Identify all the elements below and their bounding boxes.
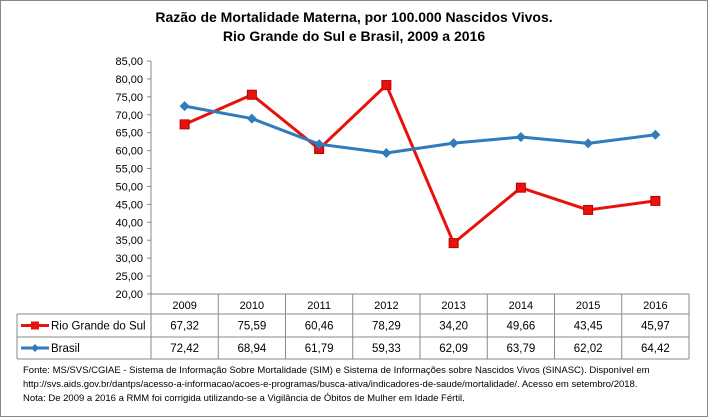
chart-subtitle: Rio Grande do Sul e Brasil, 2009 a 2016 (222, 28, 486, 44)
data-label: 61,79 (305, 343, 334, 355)
data-label: 59,33 (372, 343, 401, 355)
legend-key-square (31, 321, 39, 330)
data-label: 49,66 (506, 321, 535, 333)
chart-title: Razão de Mortalidade Materna, por 100.00… (155, 9, 553, 25)
series-line-1 (184, 104, 656, 155)
data-label: 60,46 (305, 321, 334, 333)
data-point-diamond (246, 113, 257, 124)
data-label: 64,42 (641, 343, 670, 355)
y-tick-label: 35,00 (115, 235, 143, 247)
legend-label: Rio Grande do Sul (51, 321, 146, 333)
y-tick-label: 85,00 (115, 56, 143, 68)
y-tick-label: 80,00 (115, 74, 143, 86)
x-tick-label: 2012 (374, 300, 398, 312)
data-point-square (179, 119, 190, 130)
y-tick-label: 55,00 (115, 164, 143, 176)
y-tick-label: 70,00 (115, 110, 143, 122)
data-label: 62,09 (439, 343, 468, 355)
data-label: 43,45 (574, 321, 603, 333)
y-tick-label: 75,00 (115, 92, 143, 104)
y-tick-label: 40,00 (115, 217, 143, 229)
x-tick-label: 2015 (576, 300, 600, 312)
data-point-square (246, 89, 257, 100)
data-point-square (448, 238, 459, 249)
data-point-diamond (314, 139, 325, 150)
y-tick-label: 60,00 (115, 146, 143, 158)
y-tick-label: 50,00 (115, 181, 143, 193)
y-tick-label: 30,00 (115, 253, 143, 265)
data-point-square (650, 195, 661, 206)
x-tick-label: 2013 (441, 300, 465, 312)
y-tick-label: 25,00 (115, 271, 143, 283)
data-label: 78,29 (372, 321, 401, 333)
data-label: 72,42 (170, 343, 199, 355)
y-tick-label: 20,00 (115, 289, 143, 301)
data-point-square (583, 204, 594, 215)
data-label: 67,32 (170, 321, 199, 333)
data-label: 68,94 (237, 343, 266, 355)
data-point-diamond (515, 132, 526, 143)
data-label: 62,02 (574, 343, 603, 355)
legend-label: Brasil (51, 343, 80, 355)
data-label: 45,97 (641, 321, 670, 333)
data-point-diamond (583, 138, 594, 149)
x-tick-label: 2009 (172, 300, 196, 312)
methodology-note: Nota: De 2009 a 2016 a RMM foi corrigida… (23, 393, 465, 404)
x-tick-label: 2016 (643, 300, 667, 312)
source-note: Fonte: MS/SVS/CGIAE - Sistema de Informa… (23, 365, 650, 376)
legend-key-diamond (31, 344, 39, 352)
data-point-diamond (650, 129, 661, 140)
series-line-0 (184, 83, 656, 245)
source-url: http://svs.aids.gov.br/dantps/acesso-a-i… (23, 379, 638, 390)
data-point-diamond (179, 101, 190, 112)
y-tick-label: 65,00 (115, 128, 143, 140)
data-point-diamond (448, 138, 459, 149)
x-tick-label: 2010 (240, 300, 264, 312)
data-point-diamond (381, 148, 392, 159)
x-tick-label: 2014 (509, 300, 533, 312)
data-label: 75,59 (237, 321, 266, 333)
x-tick-label: 2011 (307, 300, 331, 312)
y-tick-label: 45,00 (115, 199, 143, 211)
data-point-square (381, 80, 392, 91)
data-label: 34,20 (439, 321, 468, 333)
data-label: 63,79 (506, 343, 535, 355)
data-point-square (515, 182, 526, 193)
